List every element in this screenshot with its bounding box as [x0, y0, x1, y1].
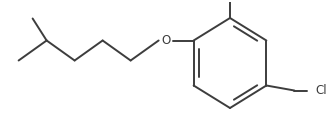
- Text: Cl: Cl: [315, 84, 326, 97]
- Text: F: F: [227, 0, 233, 1]
- Text: O: O: [161, 34, 170, 47]
